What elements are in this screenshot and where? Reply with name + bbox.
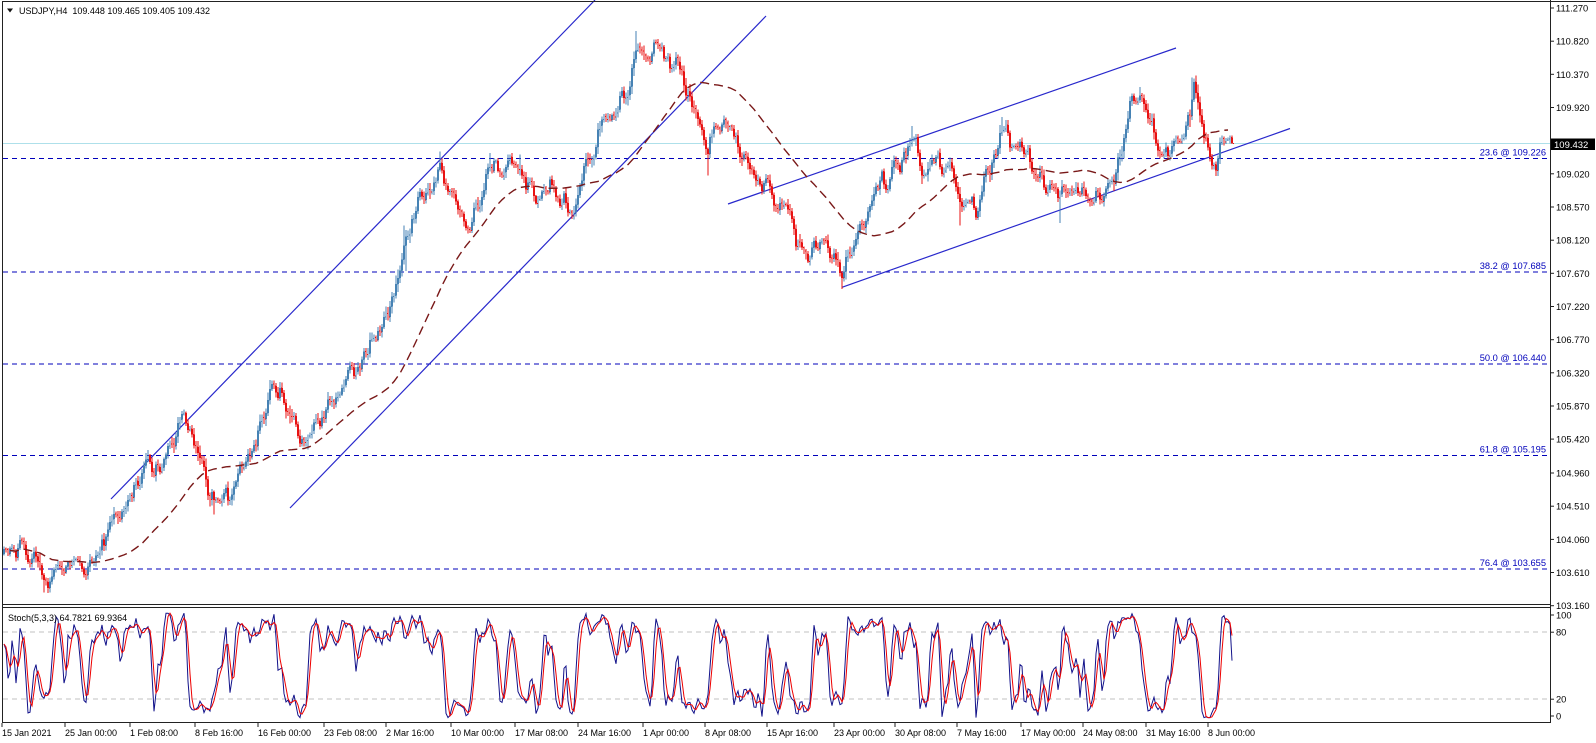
svg-text:107.670: 107.670 [1556,269,1590,279]
svg-text:23.6 @ 109.226: 23.6 @ 109.226 [1480,148,1546,158]
svg-text:25 Jan 00:00: 25 Jan 00:00 [65,728,117,738]
svg-text:107.220: 107.220 [1556,302,1590,312]
svg-text:1 Apr 00:00: 1 Apr 00:00 [643,728,689,738]
svg-text:109.020: 109.020 [1556,169,1590,179]
svg-text:76.4 @ 103.655: 76.4 @ 103.655 [1480,558,1546,568]
svg-text:106.770: 106.770 [1556,335,1590,345]
svg-text:108.120: 108.120 [1556,236,1590,246]
svg-text:103.610: 103.610 [1556,568,1590,578]
svg-text:105.420: 105.420 [1556,435,1590,445]
svg-text:17 May 00:00: 17 May 00:00 [1021,728,1076,738]
svg-text:24 Mar 16:00: 24 Mar 16:00 [578,728,631,738]
svg-text:USDJPY,H4 109.448 109.465 109: USDJPY,H4 109.448 109.465 109.405 109.43… [19,6,210,16]
svg-text:108.570: 108.570 [1556,203,1590,213]
svg-text:104.960: 104.960 [1556,469,1590,479]
svg-text:16 Feb 00:00: 16 Feb 00:00 [258,728,311,738]
svg-text:20: 20 [1556,695,1566,705]
svg-text:17 Mar 08:00: 17 Mar 08:00 [515,728,568,738]
svg-text:15 Apr 16:00: 15 Apr 16:00 [767,728,818,738]
svg-text:23 Apr 00:00: 23 Apr 00:00 [834,728,885,738]
svg-text:38.2 @ 107.685: 38.2 @ 107.685 [1480,261,1546,271]
svg-text:105.870: 105.870 [1556,402,1590,412]
svg-text:50.0 @ 106.440: 50.0 @ 106.440 [1480,353,1546,363]
svg-text:110.820: 110.820 [1556,37,1589,47]
svg-text:15 Jan 2021: 15 Jan 2021 [2,728,52,738]
svg-text:104.510: 104.510 [1556,502,1590,512]
svg-text:106.320: 106.320 [1556,368,1590,378]
svg-text:61.8 @ 105.195: 61.8 @ 105.195 [1480,445,1546,455]
svg-text:104.060: 104.060 [1556,535,1590,545]
svg-text:10 Mar 00:00: 10 Mar 00:00 [451,728,504,738]
svg-text:2 Mar 16:00: 2 Mar 16:00 [386,728,434,738]
svg-text:23 Feb 08:00: 23 Feb 08:00 [324,728,377,738]
svg-text:109.432: 109.432 [1554,140,1588,151]
svg-text:31 May 16:00: 31 May 16:00 [1146,728,1201,738]
svg-text:100: 100 [1556,611,1572,621]
svg-text:8 Jun 00:00: 8 Jun 00:00 [1208,728,1255,738]
svg-text:24 May 08:00: 24 May 08:00 [1083,728,1138,738]
svg-text:7 May 16:00: 7 May 16:00 [957,728,1007,738]
svg-text:80: 80 [1556,628,1566,638]
svg-text:8 Apr 08:00: 8 Apr 08:00 [705,728,751,738]
svg-text:109.920: 109.920 [1556,103,1590,113]
svg-text:30 Apr 08:00: 30 Apr 08:00 [895,728,946,738]
svg-text:0: 0 [1556,712,1561,722]
svg-text:Stoch(5,3,3) 64.7821 69.9364: Stoch(5,3,3) 64.7821 69.9364 [8,613,127,623]
svg-text:8 Feb 16:00: 8 Feb 16:00 [195,728,243,738]
svg-text:111.270: 111.270 [1556,4,1588,14]
svg-text:110.370: 110.370 [1556,70,1589,80]
svg-text:103.160: 103.160 [1556,601,1590,611]
svg-text:1 Feb 08:00: 1 Feb 08:00 [130,728,178,738]
